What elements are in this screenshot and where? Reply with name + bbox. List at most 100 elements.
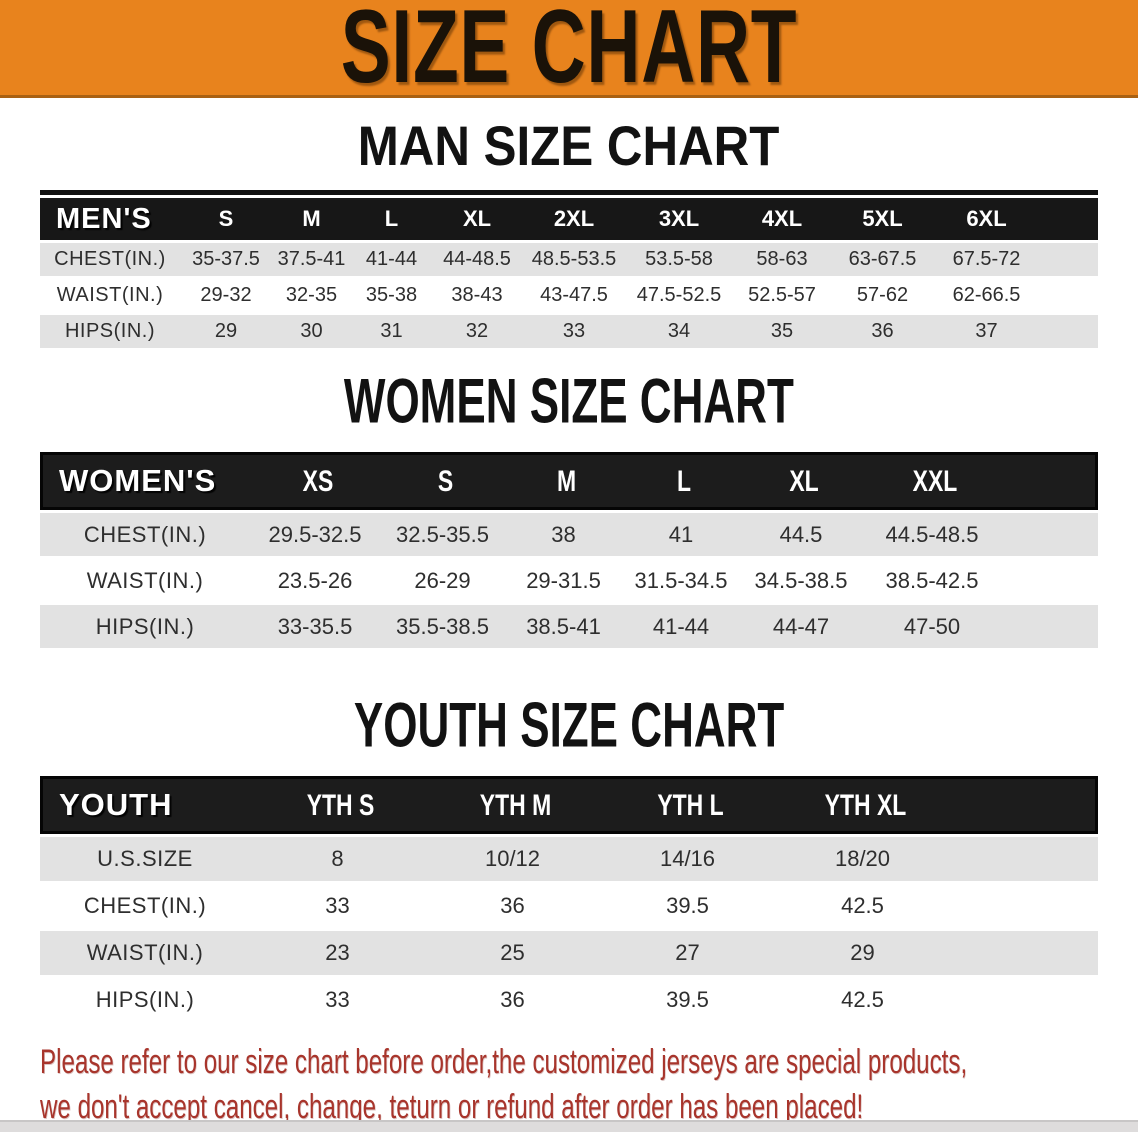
row-label: HIPS(IN.) (95, 613, 195, 639)
table-cell: 14/16 (659, 846, 716, 871)
table-cell: 23 (325, 940, 350, 965)
column-header: WOMEN'S (59, 463, 217, 498)
table-row: U.S.SIZE 8 10/12 14/16 18/20 (40, 837, 1098, 881)
table-cell: 25 (500, 940, 525, 965)
column-header: 6XL (966, 206, 1007, 231)
women-section: WOMEN SIZE CHART WOMEN'S XS S M L XL XXL… (0, 366, 1138, 648)
table-row: HIPS(IN.) 29 30 31 32 33 34 35 36 37 (40, 315, 1098, 348)
table-cell: 32-35 (285, 284, 338, 306)
row-label: WAIST(IN.) (86, 940, 204, 965)
table-cell: 29 (214, 320, 238, 342)
table-row: WAIST(IN.) 23 25 27 29 (40, 931, 1098, 975)
column-header: M (302, 206, 321, 231)
table-cell: 37.5-41 (277, 248, 346, 270)
row-label: HIPS(IN.) (95, 987, 195, 1012)
table-top-rule (40, 190, 1098, 195)
table-cell: 30 (300, 320, 323, 342)
table-cell: 29-32 (200, 284, 252, 306)
table-cell: 39.5 (666, 893, 709, 918)
table-cell: 42.5 (841, 987, 884, 1012)
table-cell: 35-38 (365, 284, 418, 306)
table-cell: 10/12 (484, 846, 541, 871)
table-cell: 41-44 (652, 613, 710, 639)
column-header: YTH S (306, 787, 375, 821)
table-cell: 41-44 (365, 248, 418, 270)
column-header: XXL (912, 463, 958, 497)
table-cell: 27 (675, 940, 700, 965)
table-cell: 44.5 (779, 521, 823, 547)
column-header: XL (789, 463, 819, 497)
column-header: S (437, 463, 454, 497)
bottom-divider (0, 1120, 1138, 1132)
table-cell: 18/20 (834, 846, 891, 871)
column-header: YTH M (479, 787, 552, 821)
row-label: WAIST(IN.) (56, 284, 164, 306)
column-header: YTH L (657, 787, 724, 821)
table-cell: 26-29 (414, 567, 471, 593)
table-cell: 44-47 (772, 613, 830, 639)
table-cell: 38-43 (451, 284, 503, 306)
banner: SIZE CHART (0, 0, 1138, 105)
table-row: CHEST(IN.) 33 36 39.5 42.5 (40, 884, 1098, 928)
youth-section: YOUTH SIZE CHART YOUTH YTH S YTH M YTH L… (0, 690, 1138, 1022)
table-cell: 42.5 (841, 893, 884, 918)
table-cell: 32.5-35.5 (396, 521, 489, 547)
table-cell: 39.5 (666, 987, 709, 1012)
womens-size-table: WOMEN'S XS S M L XL XXL CHEST(IN.) 29.5-… (40, 452, 1098, 648)
table-row: CHEST(IN.) 29.5-32.5 32.5-35.5 38 41 44.… (40, 513, 1098, 556)
column-header: L (384, 206, 399, 231)
table-cell: 48.5-53.5 (531, 248, 617, 270)
table-cell: 58-63 (756, 248, 808, 270)
table-row: WAIST(IN.) 23.5-26 26-29 29-31.5 31.5-34… (40, 559, 1098, 602)
mens-size-table: MEN'S S M L XL 2XL 3XL 4XL 5XL 6XL CHEST… (40, 190, 1098, 348)
table-cell: 41 (668, 521, 694, 547)
table-cell: 47-50 (903, 613, 961, 639)
table-cell: 34.5-38.5 (754, 567, 848, 593)
table-cell: 33 (562, 320, 586, 342)
men-section-title: MAN SIZE CHART (358, 114, 780, 177)
table-cell: 33 (325, 893, 350, 918)
table-cell: 35 (770, 320, 794, 342)
row-label: CHEST(IN.) (54, 248, 166, 270)
table-cell: 34 (667, 320, 691, 342)
table-cell: 32 (465, 320, 489, 342)
youth-table-header-row: YOUTH YTH S YTH M YTH L YTH XL (40, 776, 1098, 834)
womens-table-header-row: WOMEN'S XS S M L XL XXL (40, 452, 1098, 510)
column-header: XS (302, 463, 334, 497)
column-header: YTH XL (824, 787, 907, 821)
women-section-title: WOMEN SIZE CHART (344, 366, 794, 437)
table-cell: 8 (331, 846, 344, 871)
row-label: CHEST(IN.) (83, 893, 207, 918)
table-cell: 33-35.5 (277, 613, 353, 639)
table-cell: 43-47.5 (540, 284, 608, 306)
table-cell: 35-37.5 (192, 248, 260, 270)
table-row: HIPS(IN.) 33 36 39.5 42.5 (40, 978, 1098, 1022)
table-cell: 31.5-34.5 (634, 567, 728, 593)
table-cell: 52.5-57 (748, 284, 816, 306)
youth-section-title: YOUTH SIZE CHART (353, 690, 785, 761)
table-cell: 53.5-58 (645, 248, 713, 270)
table-cell: 47.5-52.5 (636, 284, 722, 306)
table-cell: 62-66.5 (952, 284, 1021, 306)
column-header: 3XL (658, 206, 700, 231)
column-header: 4XL (761, 206, 803, 231)
table-cell: 38.5-42.5 (885, 567, 979, 593)
column-header: S (218, 206, 234, 231)
table-cell: 36 (500, 893, 525, 918)
row-label: U.S.SIZE (97, 846, 193, 871)
page-title-text: SIZE CHART (340, 0, 798, 105)
table-cell: 31 (380, 320, 403, 342)
table-cell: 29 (850, 940, 875, 965)
table-row: HIPS(IN.) 33-35.5 35.5-38.5 38.5-41 41-4… (40, 605, 1098, 648)
table-cell: 36 (871, 320, 894, 342)
column-header: YOUTH (59, 787, 173, 822)
disclaimer-line-1: Please refer to our size chart before or… (40, 1043, 968, 1081)
table-cell: 33 (325, 987, 350, 1012)
row-label: WAIST(IN.) (86, 567, 204, 593)
column-header: XL (462, 206, 492, 231)
disclaimer: Please refer to our size chart before or… (40, 1040, 1138, 1130)
table-cell: 36 (500, 987, 525, 1012)
column-header: 2XL (553, 206, 595, 231)
table-cell: 57-62 (856, 284, 909, 306)
